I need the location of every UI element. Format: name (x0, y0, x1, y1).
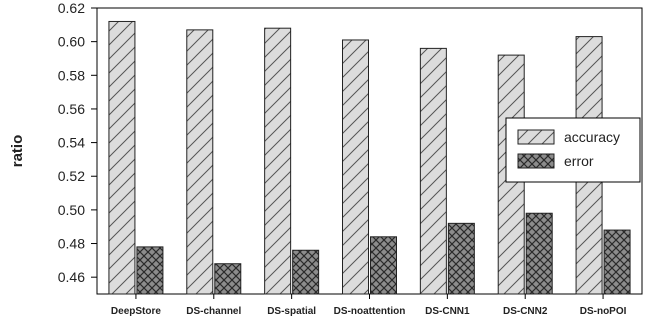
y-tick-label: 0.54 (58, 135, 85, 151)
y-tick-label: 0.58 (58, 67, 85, 83)
y-tick-label: 0.60 (58, 34, 85, 50)
bar-error (447, 222, 475, 295)
y-tick-label: 0.48 (58, 236, 85, 252)
legend-box (505, 117, 641, 183)
y-tick-label: 0.52 (58, 168, 85, 184)
bar-accuracy (342, 39, 369, 295)
bar-accuracy (419, 47, 447, 295)
x-category-label: DS-CNN1 (425, 306, 470, 317)
x-category-label: DS-spatial (267, 306, 316, 317)
y-tick-label: 0.50 (58, 202, 85, 218)
x-category-label: DS-channel (186, 306, 241, 317)
legend-label-accuracy: accuracy (564, 129, 620, 145)
bar-accuracy (264, 27, 292, 295)
bar-error (525, 212, 553, 295)
legend-swatch-accuracy (517, 129, 555, 145)
bar-error (292, 249, 320, 295)
bar-error (370, 236, 397, 295)
x-category-label: DS-CNN2 (503, 306, 548, 317)
x-category-label: DeepStore (111, 306, 161, 317)
bar-error (214, 263, 242, 295)
x-category-label: DS-noattention (334, 306, 406, 317)
y-tick-label: 0.62 (58, 0, 85, 16)
legend-swatch-error (517, 153, 555, 169)
legend: accuracy error (505, 117, 641, 183)
y-axis-title: ratio (9, 135, 26, 168)
bar-error (603, 229, 631, 295)
y-tick-label: 0.46 (58, 269, 85, 285)
x-category-label: DS-noPOI (580, 306, 627, 317)
bar-accuracy (108, 20, 136, 295)
y-tick-label: 0.56 (58, 101, 85, 117)
legend-label-error: error (564, 153, 594, 169)
bar-error (136, 246, 164, 295)
bar-accuracy (186, 29, 214, 295)
